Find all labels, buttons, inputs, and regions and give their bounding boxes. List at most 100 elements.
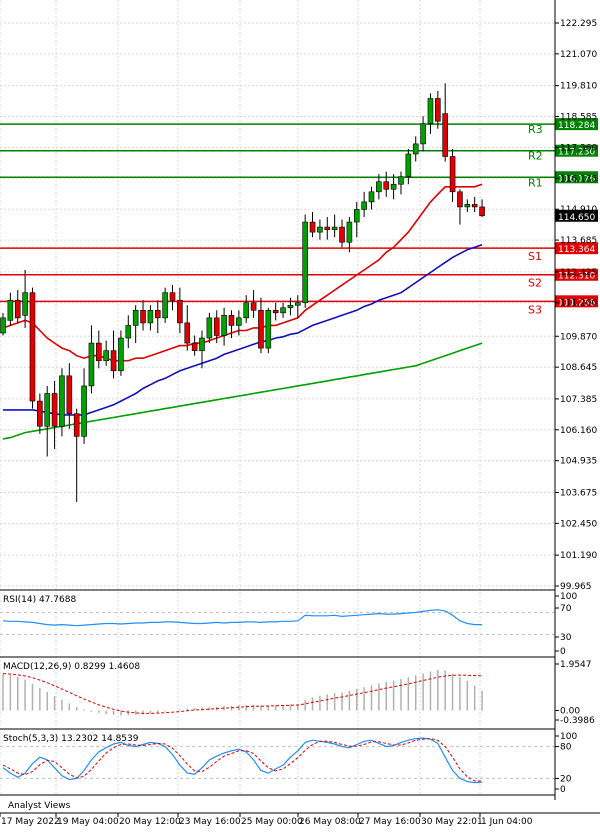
candle-body <box>177 299 183 324</box>
candle-body <box>221 315 227 336</box>
candle-body <box>368 191 375 203</box>
price-panel: R3 118.284 R2 117.230 R1 116.176 S1 113.364 S2 11… <box>0 83 598 502</box>
candle-body <box>250 302 257 311</box>
level-price-box <box>555 242 598 255</box>
candle-body <box>471 204 478 208</box>
time-tick-label: 25 May 00:00 <box>241 817 303 827</box>
time-tick-label: 19 May 04:00 <box>57 817 119 827</box>
candle-body <box>73 413 80 437</box>
candle-body <box>420 123 426 145</box>
candle-body <box>427 98 434 125</box>
time-tick-label: 1 Jun 04:00 <box>481 817 533 827</box>
candle-body <box>184 322 191 344</box>
candle-body <box>132 309 139 326</box>
price-tick-label: 107.385 <box>560 395 597 405</box>
level-price-label: 111.256 <box>558 298 595 308</box>
candle-body <box>191 342 198 351</box>
macd-title: MACD(12,26,9) 0.8299 1.4608 <box>3 662 140 672</box>
candle-body <box>51 393 58 427</box>
candle-body <box>199 337 205 351</box>
candle-body <box>280 307 286 314</box>
moving-average-line <box>2 183 483 362</box>
indicator-tick-label: 70 <box>560 604 572 614</box>
level-price-label: 116.176 <box>558 174 595 184</box>
price-tick-label: 108.645 <box>560 363 597 373</box>
candle-body <box>457 191 463 208</box>
level-label-s2: S2 <box>528 277 542 290</box>
price-tick-label: 103.675 <box>560 488 597 498</box>
stochastic-title: Stoch(5,3,3) 13.2302 14.8539 <box>3 734 139 744</box>
candle-body <box>228 315 235 326</box>
candle-body <box>103 350 109 362</box>
candle-body <box>125 325 132 339</box>
candle-body <box>331 226 338 230</box>
candle-body <box>302 221 308 304</box>
level-label-r1: R1 <box>528 176 543 189</box>
candle-body <box>29 292 36 402</box>
candle-body <box>22 292 28 316</box>
candle-body <box>243 302 250 319</box>
candle-body <box>0 317 6 334</box>
macd-panel <box>2 670 483 716</box>
candle-body <box>390 183 397 190</box>
macd-signal-line <box>2 673 483 714</box>
level-price-label: 117.230 <box>558 148 595 158</box>
indicator-tick-label: 100 <box>560 592 577 602</box>
candle-body <box>110 350 117 372</box>
candle-body <box>154 309 161 319</box>
candle-body <box>294 302 301 306</box>
price-tick-label: 112.425 <box>560 268 597 278</box>
candle-body <box>88 342 95 387</box>
candle-body <box>464 204 471 208</box>
level-price-label: 113.364 <box>558 245 595 255</box>
indicator-tick-label: -0.3986 <box>560 716 595 726</box>
price-tick-label: 101.190 <box>560 551 597 561</box>
candle-body <box>405 153 412 177</box>
candle-body <box>435 98 441 122</box>
candle-body <box>118 337 124 372</box>
watermark-text: Analyst Views <box>8 801 71 811</box>
price-tick-label: 111.200 <box>560 299 597 309</box>
candle-body <box>339 226 345 243</box>
candle-body <box>140 309 146 324</box>
stochastic-panel <box>0 737 555 784</box>
candle-body <box>169 292 176 301</box>
candle-body <box>317 226 323 233</box>
level-price-box <box>555 295 598 308</box>
level-price-box <box>555 268 598 281</box>
candle-body <box>383 181 390 190</box>
candle-body <box>361 201 367 210</box>
price-tick-label: 117.360 <box>560 143 597 153</box>
candle-body <box>479 206 485 217</box>
candle-body <box>236 317 242 326</box>
price-tick-label: 106.160 <box>560 426 597 436</box>
price-tick-label: 118.585 <box>560 113 597 123</box>
time-tick-label: 27 May 16:00 <box>359 817 421 827</box>
price-tick-label: 113.685 <box>560 236 597 246</box>
price-tick-label: 121.070 <box>560 50 597 60</box>
price-tick-label: 122.295 <box>560 19 597 29</box>
indicator-tick-label: 100 <box>560 732 577 742</box>
candle-body <box>66 375 73 414</box>
level-price-box <box>555 171 598 184</box>
time-tick-label: 20 May 12:00 <box>119 817 181 827</box>
level-label-r2: R2 <box>528 150 543 163</box>
candle-body <box>7 299 14 321</box>
candle-body <box>206 317 213 339</box>
level-price-label: 118.284 <box>558 121 595 131</box>
indicator-tick-label: 30 <box>560 633 572 643</box>
candle-body <box>324 226 331 230</box>
indicator-tick-label: 0 <box>560 647 566 657</box>
rsi-line <box>2 609 483 627</box>
stochastic-d-line <box>2 738 483 782</box>
price-tick-label: 99.965 <box>560 582 592 592</box>
candle-body <box>258 309 264 349</box>
rsi-title: RSI(14) 47.7688 <box>3 595 76 605</box>
candle-body <box>37 400 43 427</box>
time-tick-label: 26 May 08:00 <box>299 817 361 827</box>
level-label-s3: S3 <box>528 303 542 316</box>
